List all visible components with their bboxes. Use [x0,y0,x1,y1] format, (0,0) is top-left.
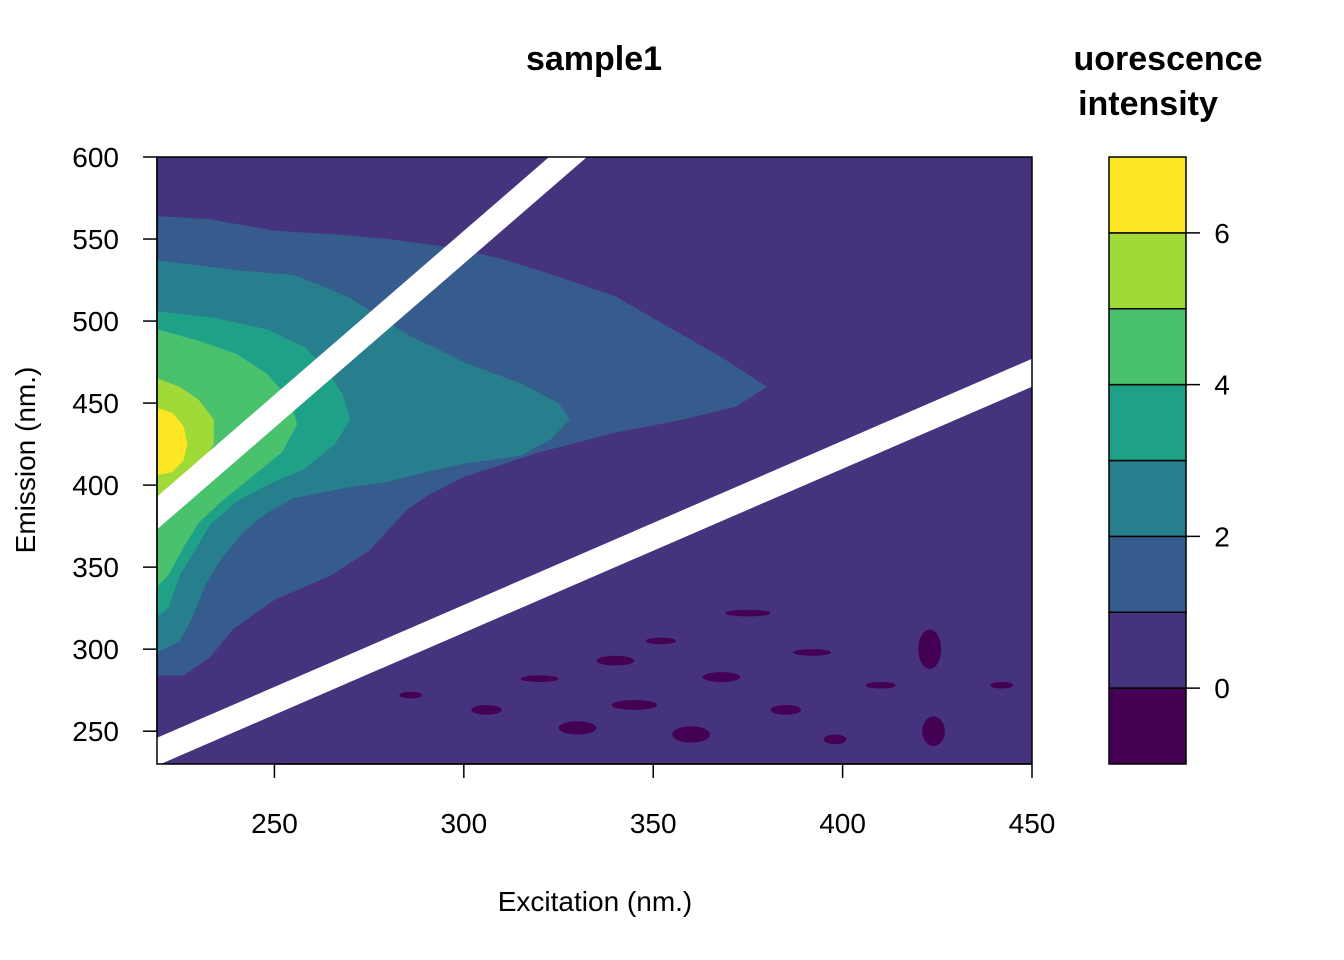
y-tick-label-400: 400 [72,470,119,501]
low-intensity-patch-17 [990,681,1014,689]
colorbar-swatch-7 [1108,232,1187,310]
low-intensity-patch-12 [793,649,832,656]
y-tick-label-550: 550 [72,224,119,255]
x-tick-label-250: 250 [251,808,298,839]
low-intensity-patch-7 [645,637,676,645]
colorbar-title-line-2: intensity [1078,85,1218,123]
low-intensity-patch-5 [611,700,657,710]
plot-area [157,157,1032,764]
y-tick-label-350: 350 [72,552,119,583]
x-tick-label-300: 300 [440,808,487,839]
colorbar-ticks: 0 2 4 6 [1186,218,1230,704]
low-intensity-patch-4 [558,721,597,735]
low-intensity-patch-9 [702,672,741,682]
colorbar-swatch-8 [1108,156,1187,234]
x-axis: 250 300 350 400 450 [251,763,1056,839]
y-axis: 250 300 350 400 450 500 550 600 [72,142,158,747]
colorbar-swatch-6 [1108,308,1187,386]
chart-title: sample1 [526,40,662,78]
colorbar-title-line-1: uorescence [1074,40,1263,78]
low-intensity-patch-2 [471,704,502,715]
x-tick-label-450: 450 [1009,808,1056,839]
y-tick-label-300: 300 [72,634,119,665]
colorbar-swatch-5 [1108,383,1187,462]
colorbar: uorescence intensity 0 2 4 6 [1074,40,1263,765]
x-tick-label-350: 350 [630,808,677,839]
colorbar-tick-label-0: 0 [1214,673,1230,704]
colorbar-tick-label-4: 4 [1214,370,1230,401]
colorbar-swatch-1 [1108,687,1187,765]
y-tick-label-600: 600 [72,142,119,173]
low-intensity-patch-6 [596,655,635,666]
low-intensity-patch-3 [520,675,559,682]
low-intensity-patch-10 [725,609,771,617]
low-intensity-patch-13 [823,734,847,745]
y-axis-label: Emission (nm.) [10,367,41,554]
low-intensity-patch-15 [918,629,942,669]
low-intensity-patches [399,609,1014,746]
low-intensity-patch-1 [399,691,423,699]
contour-level-6 [157,408,188,476]
colorbar-tick-label-6: 6 [1214,218,1230,249]
x-tick-label-400: 400 [819,808,866,839]
low-intensity-patch-8 [672,726,710,743]
colorbar-swatch-2 [1108,611,1187,689]
y-tick-label-250: 250 [72,716,119,747]
y-tick-label-500: 500 [72,306,119,337]
scatter-bands [157,157,1032,764]
low-intensity-patch-11 [770,704,801,715]
low-intensity-patch-16 [922,716,945,746]
x-axis-label: Excitation (nm.) [498,886,693,917]
scatter-band-2 [157,157,587,530]
y-tick-label-450: 450 [72,388,119,419]
scatter-band-1 [157,358,1032,764]
colorbar-swatches [1108,156,1187,765]
colorbar-swatch-4 [1108,459,1187,538]
colorbar-swatch-3 [1108,535,1187,613]
colorbar-tick-label-2: 2 [1214,521,1230,552]
low-intensity-patch-14 [865,681,896,689]
